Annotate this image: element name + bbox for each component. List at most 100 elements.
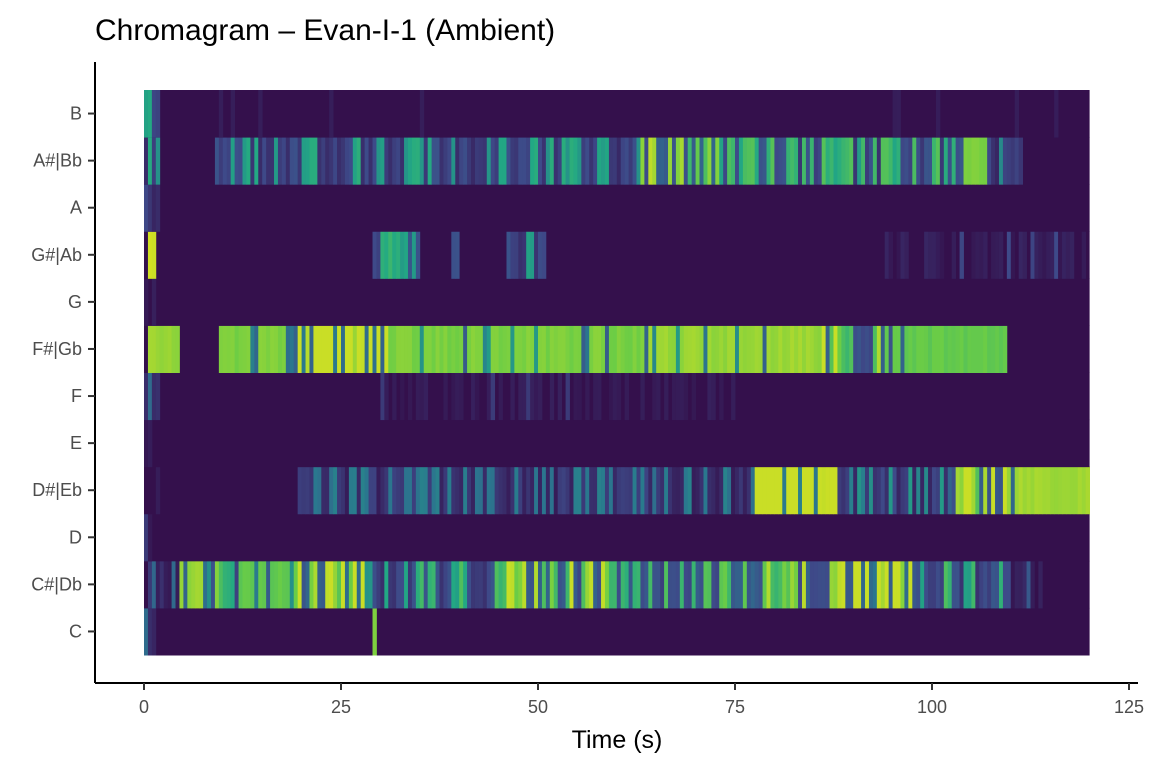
y-tick-label: F bbox=[71, 386, 82, 406]
heatmap-cell bbox=[585, 325, 590, 373]
heatmap-cell bbox=[380, 137, 385, 185]
heatmap-cell bbox=[569, 466, 574, 515]
heatmap-cell bbox=[565, 466, 570, 515]
heatmap-cell bbox=[908, 325, 913, 373]
heatmap-cell bbox=[565, 325, 570, 373]
heatmap-cell bbox=[932, 560, 937, 609]
heatmap-cell bbox=[451, 466, 456, 515]
heatmap-cell bbox=[782, 325, 787, 373]
heatmap-cell bbox=[534, 137, 539, 185]
heatmap-cell bbox=[601, 466, 606, 515]
heatmap-cell bbox=[991, 325, 996, 373]
heatmap-row-g bbox=[144, 278, 1090, 326]
heatmap-cell bbox=[155, 184, 161, 232]
heatmap-cell bbox=[329, 90, 334, 138]
heatmap-cell bbox=[447, 325, 452, 373]
heatmap-cell bbox=[218, 325, 224, 373]
heatmap-cell bbox=[711, 325, 716, 373]
heatmap-cell bbox=[585, 466, 590, 515]
heatmap-cell bbox=[928, 137, 933, 185]
heatmap-cell bbox=[738, 466, 744, 515]
heatmap-cell bbox=[762, 466, 767, 515]
heatmap-cell bbox=[612, 325, 618, 373]
heatmap-cell bbox=[884, 231, 890, 279]
heatmap-cell bbox=[230, 90, 236, 138]
heatmap-cell bbox=[935, 90, 941, 138]
heatmap-cell bbox=[404, 325, 409, 373]
heatmap-cell bbox=[348, 560, 354, 609]
heatmap-cell bbox=[541, 466, 547, 515]
heatmap-cell bbox=[289, 137, 295, 185]
heatmap-cell bbox=[841, 466, 846, 515]
heatmap-cell bbox=[660, 466, 665, 515]
heatmap-cell bbox=[561, 325, 566, 373]
heatmap-cell bbox=[943, 325, 949, 373]
heatmap-cell bbox=[388, 466, 393, 515]
heatmap-cell bbox=[451, 137, 456, 185]
heatmap-cell bbox=[179, 560, 184, 609]
heatmap-cell bbox=[226, 325, 232, 373]
heatmap-cell bbox=[407, 231, 413, 279]
heatmap-cell bbox=[727, 466, 732, 515]
heatmap-cell bbox=[455, 325, 460, 373]
heatmap-cell bbox=[782, 137, 787, 185]
heatmap-cell bbox=[384, 137, 389, 185]
heatmap-cell bbox=[616, 466, 622, 515]
heatmap-cell bbox=[668, 325, 673, 373]
heatmap-cell bbox=[522, 231, 527, 279]
heatmap-cell bbox=[463, 560, 468, 609]
heatmap-cell bbox=[742, 137, 748, 185]
heatmap-cell bbox=[498, 372, 503, 421]
heatmap-cell bbox=[577, 466, 582, 515]
heatmap-cell bbox=[144, 90, 149, 138]
heatmap-cell bbox=[407, 372, 413, 421]
heatmap-cell bbox=[482, 137, 488, 185]
heatmap-cell bbox=[671, 137, 677, 185]
heatmap-cell bbox=[1065, 231, 1071, 279]
heatmap-cell bbox=[435, 466, 440, 515]
heatmap-cell bbox=[983, 466, 988, 515]
heatmap-cell bbox=[151, 372, 157, 421]
heatmap-cell bbox=[912, 560, 917, 609]
heatmap-cell bbox=[648, 560, 653, 609]
heatmap-cell bbox=[935, 325, 941, 373]
heatmap-cell bbox=[423, 325, 429, 373]
heatmap-cell bbox=[774, 325, 779, 373]
heatmap-cell bbox=[1034, 466, 1039, 515]
heatmap-cell bbox=[478, 560, 484, 609]
heatmap-cell bbox=[522, 372, 527, 421]
heatmap-cell bbox=[494, 466, 499, 515]
heatmap-cell bbox=[928, 325, 933, 373]
heatmap-cell bbox=[660, 325, 665, 373]
heatmap-cell bbox=[857, 325, 862, 373]
heatmap-cell bbox=[691, 466, 696, 515]
heatmap-cell bbox=[530, 231, 535, 279]
heatmap-cell bbox=[924, 231, 929, 279]
heatmap-cell bbox=[348, 325, 354, 373]
heatmap-cell bbox=[526, 325, 531, 373]
heatmap-cell bbox=[1014, 466, 1020, 515]
heatmap-cell bbox=[234, 560, 239, 609]
heatmap-cell bbox=[959, 560, 964, 609]
heatmap-cell bbox=[876, 137, 882, 185]
heatmap-cell bbox=[790, 560, 795, 609]
heatmap-cell bbox=[971, 466, 976, 515]
heatmap-cell bbox=[455, 137, 460, 185]
heatmap-cell bbox=[758, 466, 763, 515]
heatmap-cell bbox=[415, 466, 421, 515]
heatmap-cell bbox=[652, 466, 657, 515]
heatmap-cell bbox=[963, 137, 968, 185]
heatmap-cell bbox=[774, 137, 779, 185]
heatmap-cell bbox=[321, 560, 326, 609]
heatmap-cell bbox=[459, 372, 464, 421]
heatmap-cell bbox=[463, 325, 468, 373]
heatmap-cell bbox=[912, 325, 917, 373]
heatmap-cell bbox=[518, 325, 523, 373]
heatmap-cell bbox=[561, 137, 566, 185]
heatmap-cell bbox=[147, 513, 153, 562]
heatmap-cell bbox=[490, 137, 496, 185]
heatmap-cell bbox=[534, 466, 539, 515]
heatmap-cell bbox=[435, 325, 440, 373]
heatmap-cell bbox=[451, 231, 456, 279]
heatmap-cell bbox=[892, 137, 897, 185]
